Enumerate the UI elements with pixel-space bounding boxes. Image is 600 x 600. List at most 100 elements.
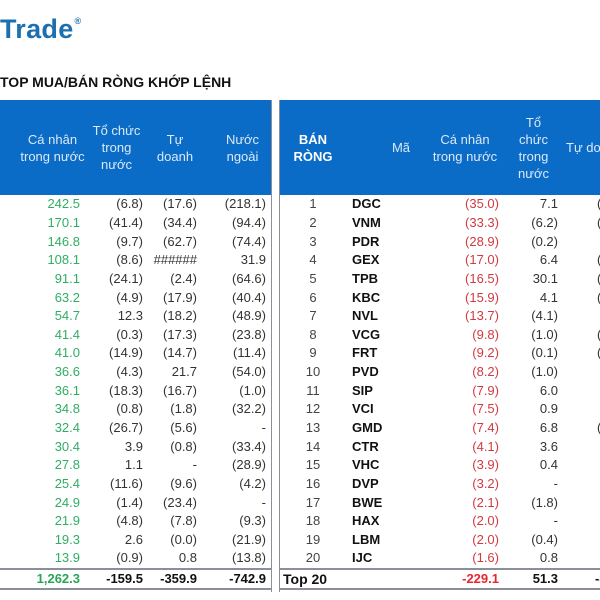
rank-cell: 1 [309,196,317,212]
code-cell: SIP [352,382,373,398]
individual-domestic-cell: 146.8 [47,233,80,249]
individual-domestic-cell: 32.4 [54,420,80,435]
institution-domestic-cell: 0.8 [539,550,558,566]
header-proprietary: Tự do [563,100,600,195]
proprietary-cell [563,493,600,512]
individual-domestic-cell: 24.9 [54,494,80,510]
foreign-cell: (54.0) [232,364,266,380]
institution-domestic-total: 51.3 [504,567,563,590]
proprietary-cell [563,381,600,400]
proprietary-cell: (0.8) [170,438,197,454]
header-foreign: Nước ngoài [202,100,271,195]
code-cell: DGC [352,196,381,212]
rank-cell: 3 [309,233,317,249]
table-row: 27.8 1.1 - (28.9) [0,456,271,475]
rank-cell: 15 [305,457,321,473]
institution-domestic-cell: (0.4) [531,531,558,547]
foreign-cell: (11.4) [233,345,266,361]
code-cell: KBC [352,289,381,305]
code-cell: LBM [352,531,381,547]
rank-cell: 2 [309,214,317,230]
table-row: 32.4 (26.7) (5.6) - [0,419,271,438]
table-row: 54.7 12.3 (18.2) (48.9) [0,307,271,326]
proprietary-cell: (1.8) [170,401,197,417]
proprietary-cell: (17.9) [163,289,197,305]
proprietary-cell: ( [563,288,600,307]
code-cell: GEX [352,252,380,268]
code-cell: PDR [352,233,380,249]
code-cell: CTR [352,438,379,454]
proprietary-cell: (18.2) [163,308,197,324]
institution-domestic-cell: (0.3) [116,326,143,342]
individual-domestic-cell: 108.1 [47,252,80,268]
institution-domestic-cell: 7.1 [539,196,558,212]
proprietary-cell: - [192,457,197,473]
rank-cell: 11 [306,382,320,398]
table-row: 16 DVP (3.2) - [280,475,600,494]
table-row: 13 GMD (7.4) 6.8 ( [280,419,600,438]
total-row: 1,262.3 -159.5 -359.9 -742.9 [0,567,271,590]
institution-domestic-cell: (8.6) [116,252,143,268]
header-individual-domestic: Cá nhân trong nước [0,100,85,195]
table-row: 12 VCI (7.5) 0.9 [280,400,600,419]
institution-domestic-cell: 4.1 [539,289,558,305]
foreign-cell: (13.8) [232,550,266,566]
table-row: 3 PDR (28.9) (0.2) [280,232,600,251]
code-cell: DVP [352,475,379,491]
institution-domestic-cell: 3.9 [124,438,143,454]
rank-cell: 17 [305,494,321,510]
table-row: 19 LBM (2.0) (0.4) [280,531,600,550]
proprietary-cell [563,363,600,382]
table-row: 10 PVD (8.2) (1.0) [280,363,600,382]
foreign-cell: (74.4) [232,233,266,249]
institution-domestic-cell: (0.9) [116,550,143,566]
institution-domestic-cell: 30.1 [532,270,558,286]
table-row: 11 SIP (7.9) 6.0 [280,381,600,400]
institution-domestic-cell: (0.1) [531,345,558,361]
institution-domestic-cell: (1.0) [531,326,558,342]
header-institution-domestic: Tổ chức trong nước [504,100,563,195]
individual-domestic-cell: (13.7) [465,308,499,324]
foreign-cell: - [261,420,266,435]
table-row: 14 CTR (4.1) 3.6 [280,437,600,456]
institution-domestic-cell: 1.1 [124,457,143,473]
total-label: Top 20 [280,567,426,590]
code-cell: GMD [352,420,383,435]
table-row: 41.4 (0.3) (17.3) (23.8) [0,325,271,344]
header-net-sell: BÁN RÒNG [280,100,346,195]
institution-domestic-cell: (1.0) [531,364,558,380]
foreign-cell: (4.2) [239,475,266,491]
proprietary-cell: ( [563,419,600,438]
individual-domestic-cell: 21.9 [54,513,80,529]
institution-domestic-cell: (4.1) [531,308,558,324]
institution-domestic-cell: (1.8) [531,494,558,510]
proprietary-cell: (17.6) [163,196,197,212]
institution-domestic-cell: (1.4) [116,494,143,510]
proprietary-cell: ( [563,344,600,363]
institution-domestic-cell: (14.9) [109,345,143,361]
proprietary-cell [563,549,600,569]
institution-domestic-cell: (4.3) [116,364,143,380]
proprietary-cell: (0.0) [170,531,197,547]
table-row: 30.4 3.9 (0.8) (33.4) [0,437,271,456]
table-row: 7 NVL (13.7) (4.1) [280,307,600,326]
table-row: 17 BWE (2.1) (1.8) [280,493,600,512]
rank-cell: 14 [305,438,321,454]
individual-domestic-cell: 27.8 [54,457,80,473]
table-row: 146.8 (9.7) (62.7) (74.4) [0,232,271,251]
table-row: 18 HAX (2.0) - [280,512,600,531]
institution-domestic-cell: (9.7) [116,233,143,249]
code-cell: BWE [352,494,383,510]
foreign-cell: (94.4) [232,214,266,230]
table-row: 20 IJC (1.6) 0.8 [280,549,600,569]
registered-mark: ® [74,16,82,26]
table-row: 63.2 (4.9) (17.9) (40.4) [0,288,271,307]
proprietary-cell [563,531,600,550]
institution-domestic-cell: (0.8) [116,401,143,417]
individual-domestic-cell: (3.2) [472,475,499,491]
table-row: 15 VHC (3.9) 0.4 [280,456,600,475]
foreign-cell: (21.9) [232,531,266,547]
foreign-cell: (32.2) [232,401,266,417]
proprietary-cell [563,437,600,456]
proprietary-cell: (1 [563,214,600,233]
